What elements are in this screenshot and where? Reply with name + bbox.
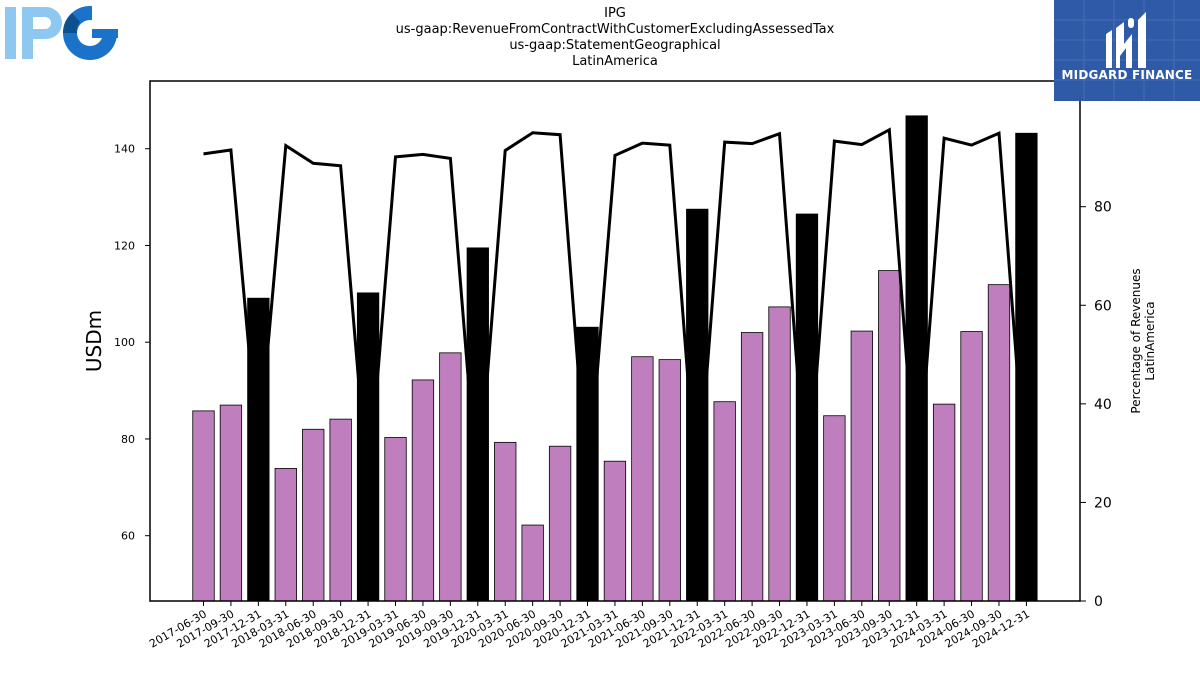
bar-2018-06-30	[302, 428, 325, 602]
y-tick-label-100: 100	[114, 336, 135, 349]
y2-tick-label-40: 40	[1094, 397, 1112, 413]
bar-2019-12-31	[466, 247, 489, 602]
bar-2022-03-31	[713, 401, 736, 602]
bar-2018-12-31	[356, 292, 380, 602]
title-line-1: IPG	[604, 6, 626, 21]
bar-2024-06-30	[960, 331, 983, 602]
y-tick-label-120: 120	[114, 239, 135, 252]
title-line-4: LatinAmerica	[572, 54, 658, 69]
y2-axis-label: Percentage of Revenues LatinAmerica	[1129, 268, 1157, 413]
title-line-3: us-gaap:StatementGeographical	[509, 38, 721, 53]
brand-mark-icon	[1054, 0, 1200, 101]
bar-2021-09-30	[658, 359, 681, 602]
bar-series	[192, 115, 1038, 602]
y2-axis-label-line-1: Percentage of Revenues	[1129, 268, 1143, 413]
ipg-logo	[5, 2, 122, 60]
bar-2023-06-30	[850, 330, 873, 602]
bar-2023-12-31	[905, 115, 928, 602]
bar-2020-09-30	[548, 445, 572, 602]
y-tick-label-60: 60	[121, 530, 135, 543]
y2-tick-label-0: 0	[1094, 594, 1103, 610]
bar-2020-12-31	[576, 326, 599, 602]
bar-2024-12-31	[1015, 132, 1038, 602]
y-tick-label-140: 140	[114, 143, 135, 156]
bar-2020-06-30	[521, 524, 544, 602]
bar-2021-03-31	[603, 460, 627, 602]
y2-tick-label-80: 80	[1094, 200, 1112, 216]
y-tick-label-80: 80	[121, 433, 135, 446]
bar-2019-09-30	[439, 352, 462, 602]
tick-labels: 60801001201400204060802017-06-302017-09-…	[82, 143, 1157, 651]
y-axis-label: USDm	[82, 310, 106, 372]
bar-2017-06-30	[192, 410, 215, 602]
bar-2020-03-31	[494, 441, 517, 602]
bar-2023-03-31	[823, 415, 846, 602]
bar-2021-06-30	[631, 356, 654, 602]
percentage-line	[203, 127, 1028, 500]
bar-2018-03-31	[274, 468, 297, 602]
bar-2024-09-30	[987, 284, 1011, 602]
midgard-finance-logo: MIDGARD FINANCE	[1054, 0, 1200, 101]
bar-2018-09-30	[329, 418, 352, 602]
bar-2019-03-31	[384, 437, 407, 602]
bar-2019-06-30	[411, 379, 435, 602]
y2-tick-label-60: 60	[1094, 298, 1112, 314]
bar-2022-09-30	[768, 306, 791, 602]
bar-2017-09-30	[219, 404, 243, 602]
y2-axis-label-line-2: LatinAmerica	[1143, 301, 1157, 380]
y2-tick-label-20: 20	[1094, 495, 1112, 511]
bar-2024-03-31	[932, 403, 956, 602]
bar-2022-06-30	[740, 332, 764, 602]
brand-name: MIDGARD FINANCE	[1061, 68, 1193, 82]
bar-2023-09-30	[878, 270, 901, 602]
chart-title: IPG us-gaap:RevenueFromContractWithCusto…	[0, 6, 1200, 70]
percentage-line-series	[203, 127, 1028, 500]
title-line-2: us-gaap:RevenueFromContractWithCustomerE…	[395, 22, 835, 37]
